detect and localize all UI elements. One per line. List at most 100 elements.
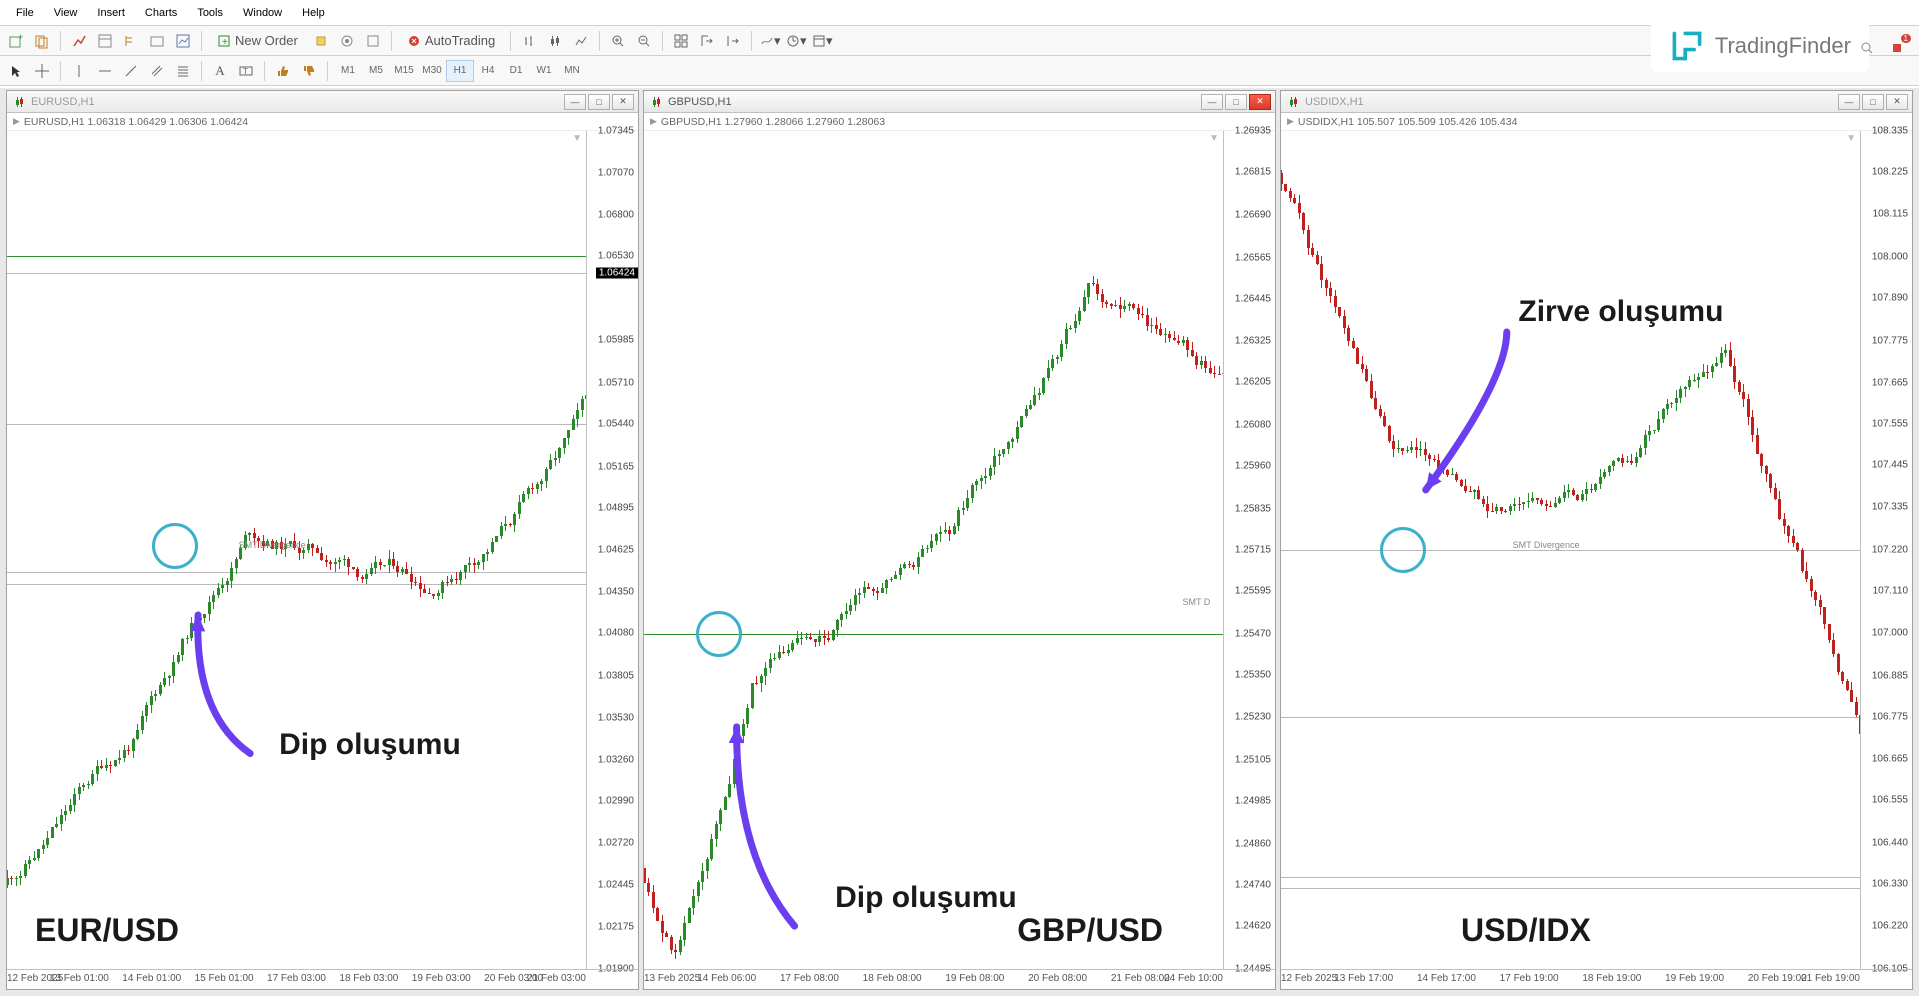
candle-body <box>55 824 58 828</box>
minimize-button[interactable]: — <box>1201 94 1223 110</box>
full-screen-icon[interactable] <box>361 29 385 53</box>
horizontal-line[interactable] <box>1281 717 1860 718</box>
candle-body <box>352 567 355 569</box>
candle-body <box>118 758 121 760</box>
plot-area[interactable]: ▼SMT DDip oluşumuGBP/USD <box>644 131 1223 969</box>
timeframe-mn[interactable]: MN <box>558 60 586 82</box>
titlebar[interactable]: USDIDX,H1 — □ ✕ <box>1281 91 1912 113</box>
horizontal-line[interactable] <box>7 273 586 274</box>
maximize-button[interactable]: □ <box>1862 94 1884 110</box>
alerts-icon[interactable]: 1 <box>1885 36 1909 60</box>
menu-tools[interactable]: Tools <box>187 3 233 23</box>
auto-scroll-icon[interactable] <box>695 29 719 53</box>
thumbs-down-icon[interactable] <box>297 59 321 83</box>
x-tick: 14 Feb 01:00 <box>122 973 181 984</box>
periodicity-icon[interactable]: ▾ <box>784 29 808 53</box>
new-chart-icon[interactable]: + <box>4 29 28 53</box>
candle-body <box>980 478 983 481</box>
separator <box>599 31 600 51</box>
bar-chart-icon[interactable] <box>517 29 541 53</box>
maximize-button[interactable]: □ <box>588 94 610 110</box>
new-order-button[interactable]: + New Order <box>208 29 307 53</box>
annotation-circle[interactable] <box>152 523 198 569</box>
strategy-tester-icon[interactable] <box>171 29 195 53</box>
horizontal-line[interactable] <box>7 424 586 425</box>
data-window-icon[interactable] <box>93 29 117 53</box>
maximize-button[interactable]: □ <box>1225 94 1247 110</box>
candle-body <box>248 533 251 536</box>
menu-view[interactable]: View <box>44 3 88 23</box>
y-tick: 1.24860 <box>1235 838 1271 849</box>
vertical-line-icon[interactable] <box>67 59 91 83</box>
trendline-icon[interactable] <box>119 59 143 83</box>
line-chart-icon[interactable] <box>569 29 593 53</box>
meta-editor-icon[interactable] <box>309 29 333 53</box>
timeframe-h1[interactable]: H1 <box>446 60 474 82</box>
candle-body <box>778 652 781 658</box>
profiles-icon[interactable] <box>30 29 54 53</box>
candle-body <box>1765 466 1768 474</box>
candle-body <box>1356 348 1359 364</box>
thumbs-up-icon[interactable] <box>271 59 295 83</box>
timeframe-m5[interactable]: M5 <box>362 60 390 82</box>
timeframe-d1[interactable]: D1 <box>502 60 530 82</box>
minimize-button[interactable]: — <box>1838 94 1860 110</box>
candle-body <box>1123 306 1126 310</box>
chart-shift-marker[interactable]: ▼ <box>1209 133 1219 144</box>
templates-icon[interactable]: ▾ <box>810 29 834 53</box>
annotation-circle[interactable] <box>1380 527 1426 573</box>
close-button[interactable]: ✕ <box>1249 94 1271 110</box>
timeframe-h4[interactable]: H4 <box>474 60 502 82</box>
search-icon[interactable] <box>1855 36 1879 60</box>
close-button[interactable]: ✕ <box>612 94 634 110</box>
y-tick: 1.05165 <box>598 461 634 472</box>
menu-help[interactable]: Help <box>292 3 335 23</box>
cursor-icon[interactable] <box>4 59 28 83</box>
horizontal-line-icon[interactable] <box>93 59 117 83</box>
menu-window[interactable]: Window <box>233 3 292 23</box>
annotation-circle[interactable] <box>696 611 742 657</box>
horizontal-line[interactable] <box>7 256 586 257</box>
options-icon[interactable] <box>335 29 359 53</box>
menu-insert[interactable]: Insert <box>87 3 135 23</box>
close-button[interactable]: ✕ <box>1886 94 1908 110</box>
zoom-out-icon[interactable] <box>632 29 656 53</box>
y-tick: 107.890 <box>1872 293 1908 304</box>
crosshair-icon[interactable] <box>30 59 54 83</box>
titlebar[interactable]: EURUSD,H1 — □ ✕ <box>7 91 638 113</box>
plot-area[interactable]: ▼SMT DivergenceDip oluşumuEUR/USD <box>7 131 586 969</box>
horizontal-line[interactable] <box>7 584 586 585</box>
timeframe-w1[interactable]: W1 <box>530 60 558 82</box>
candlestick-icon[interactable] <box>543 29 567 53</box>
candle-body <box>509 524 512 525</box>
terminal-icon[interactable] <box>145 29 169 53</box>
chart-window-eurusd: EURUSD,H1 — □ ✕▶EURUSD,H1 1.06318 1.0642… <box>6 90 639 990</box>
candle-body <box>1832 640 1835 654</box>
plot-area[interactable]: ▼SMT DivergenceZirve oluşumuUSD/IDX <box>1281 131 1860 969</box>
chart-shift-marker[interactable]: ▼ <box>572 133 582 144</box>
horizontal-line[interactable] <box>1281 877 1860 878</box>
chart-shift-icon[interactable] <box>721 29 745 53</box>
indicators-icon[interactable]: ▾ <box>758 29 782 53</box>
market-watch-icon[interactable] <box>67 29 91 53</box>
text-label-icon[interactable]: T <box>234 59 258 83</box>
titlebar[interactable]: GBPUSD,H1 — □ ✕ <box>644 91 1275 113</box>
timeframe-m15[interactable]: M15 <box>390 60 418 82</box>
minimize-button[interactable]: — <box>564 94 586 110</box>
horizontal-line[interactable] <box>1281 888 1860 889</box>
chart-shift-marker[interactable]: ▼ <box>1846 133 1856 144</box>
candle-body <box>1711 366 1714 373</box>
timeframe-m1[interactable]: M1 <box>334 60 362 82</box>
zoom-in-icon[interactable] <box>606 29 630 53</box>
menu-file[interactable]: File <box>6 3 44 23</box>
horizontal-line[interactable] <box>7 572 586 573</box>
menu-charts[interactable]: Charts <box>135 3 187 23</box>
fibonacci-icon[interactable] <box>171 59 195 83</box>
auto-trading-button[interactable]: AutoTrading <box>398 29 504 53</box>
navigator-icon[interactable] <box>119 29 143 53</box>
y-tick: 107.220 <box>1872 545 1908 556</box>
equidistant-channel-icon[interactable] <box>145 59 169 83</box>
tile-windows-icon[interactable] <box>669 29 693 53</box>
text-icon[interactable]: A <box>208 59 232 83</box>
timeframe-m30[interactable]: M30 <box>418 60 446 82</box>
